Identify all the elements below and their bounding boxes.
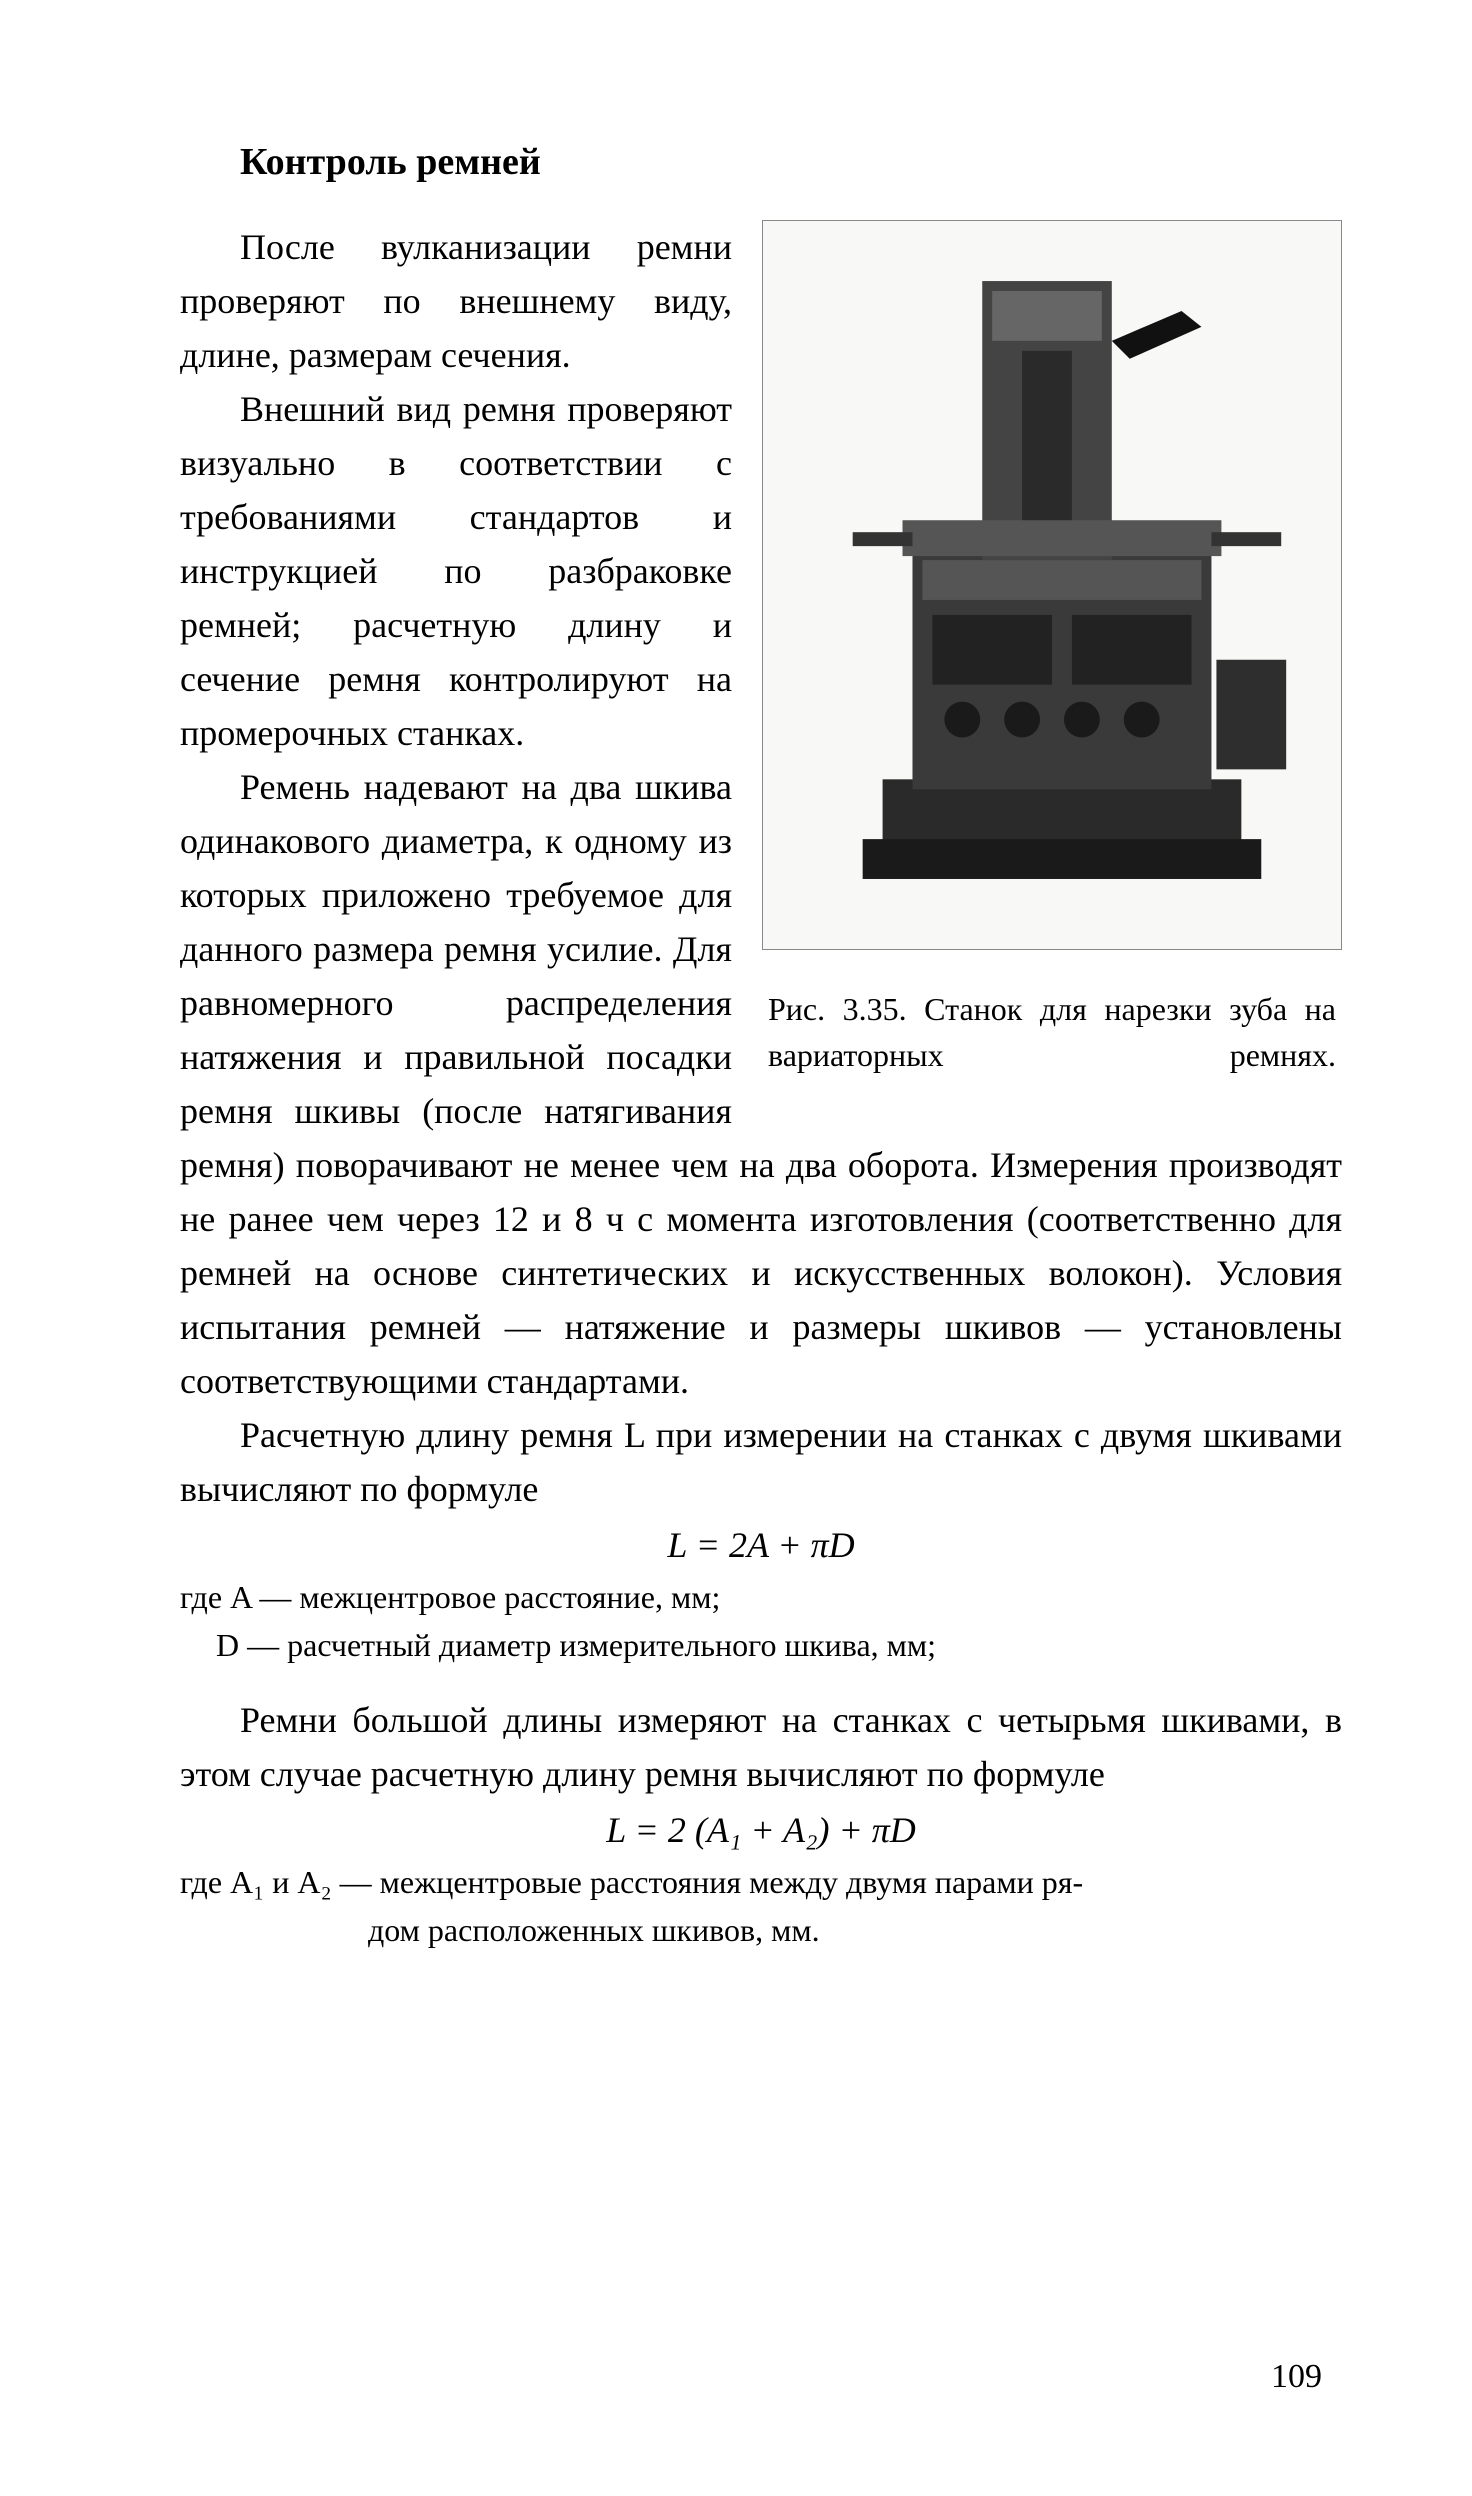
- page-number: 109: [1271, 2358, 1322, 2396]
- figure-image: [762, 220, 1342, 950]
- paragraph-4: Расчетную длину ремня L при измерении на…: [180, 1408, 1342, 1516]
- paragraph-5: Ремни большой длины измеряют на станках …: [180, 1693, 1342, 1801]
- machine-illustration-icon: [763, 221, 1341, 949]
- formula-2: L = 2 (A₁ + A₂) + πD: [180, 1809, 1342, 1851]
- where-clause-2a: где A₁ и A₂ — межцентровые расстояния ме…: [180, 1859, 1342, 1905]
- figure-block: Рис. 3.35. Станок для нарезки зуба на ва…: [762, 220, 1342, 1079]
- where-clause-1b: D — расчетный диаметр измерительного шки…: [180, 1622, 1342, 1668]
- section-heading: Контроль ремней: [240, 140, 1342, 184]
- figure-caption: Рис. 3.35. Станок для нарезки зуба на ва…: [762, 986, 1342, 1079]
- formula-1: L = 2A + πD: [180, 1524, 1342, 1566]
- content-area: Рис. 3.35. Станок для нарезки зуба на ва…: [180, 220, 1342, 1954]
- where-clause-1a: где A — межцентровое расстояние, мм;: [180, 1574, 1342, 1620]
- where-clause-2b: дом расположенных шкивов, мм.: [180, 1907, 1342, 1953]
